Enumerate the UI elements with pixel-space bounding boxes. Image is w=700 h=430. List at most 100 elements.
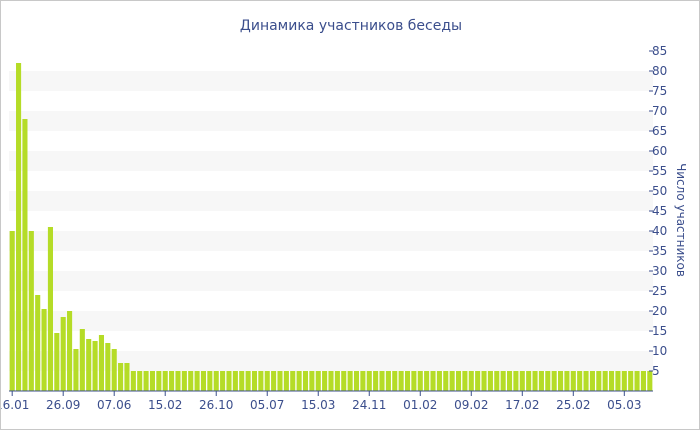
bar (264, 371, 270, 391)
bar (455, 371, 462, 391)
y-tick-label: 30 (652, 264, 667, 278)
x-tick-label: 16.01 (1, 398, 29, 412)
bar (296, 371, 302, 391)
x-tick-label: 25.02 (556, 398, 590, 412)
bar (251, 371, 258, 391)
grid-band (9, 111, 653, 131)
y-tick-label: 75 (652, 84, 667, 98)
bar (417, 371, 423, 391)
bar (430, 371, 436, 391)
x-ticks: 16.01 26.09 07.06 15.02 26.10 05.07 15.03 24.11… (1, 391, 641, 412)
bar (232, 371, 238, 391)
bar (302, 371, 309, 391)
x-tick-label: 15.03 (301, 398, 335, 412)
bar (143, 371, 149, 391)
bar (564, 371, 570, 391)
x-tick-label: 01.02 (403, 398, 437, 412)
y-tick-label: 35 (652, 244, 667, 258)
bar (570, 371, 576, 391)
bar (334, 371, 340, 391)
y-tick-label: 85 (652, 44, 667, 58)
bar (634, 371, 640, 391)
grid-bands (9, 71, 653, 371)
bar (277, 371, 283, 391)
bar (347, 371, 353, 391)
bar (404, 371, 411, 391)
y-axis-label: Число участников (674, 163, 688, 277)
y-tick-label: 60 (652, 144, 667, 158)
x-tick-label: 05.03 (607, 398, 641, 412)
bar (577, 371, 583, 391)
bar (239, 371, 245, 391)
bar (137, 371, 143, 391)
grid-band (9, 231, 653, 251)
bar (169, 371, 175, 391)
bar (538, 371, 544, 391)
bar (54, 333, 60, 391)
bar (494, 371, 500, 391)
bar (468, 371, 474, 391)
bar (647, 371, 653, 391)
grid-band (9, 191, 653, 211)
bar (628, 371, 634, 391)
y-tick-label: 45 (652, 204, 667, 218)
bar (436, 371, 442, 391)
bar (22, 119, 28, 391)
bar (149, 371, 156, 391)
bar (551, 371, 557, 391)
y-tick-label: 80 (652, 64, 667, 78)
bar (526, 371, 532, 391)
bar (392, 371, 398, 391)
bar (513, 371, 519, 391)
bar (67, 311, 73, 391)
bar (602, 371, 608, 391)
bar (500, 371, 506, 391)
bar (328, 371, 334, 391)
y-tick-label: 70 (652, 104, 667, 118)
bar (373, 371, 379, 391)
x-tick-label: 17.02 (505, 398, 539, 412)
bar (341, 371, 347, 391)
x-tick-label: 05.07 (250, 398, 284, 412)
bar (315, 371, 321, 391)
bar (366, 371, 372, 391)
grid-band (9, 271, 653, 291)
bar (609, 371, 615, 391)
bar (111, 349, 117, 391)
bar (353, 371, 360, 391)
bar (194, 371, 200, 391)
bar (557, 371, 564, 391)
bar (532, 371, 538, 391)
bar (105, 343, 111, 391)
bar (118, 363, 124, 391)
bar (79, 329, 85, 391)
bars (9, 63, 653, 391)
y-tick-label: 20 (652, 304, 667, 318)
bar (385, 371, 391, 391)
bar (411, 371, 417, 391)
bar (92, 341, 98, 391)
bar (322, 371, 328, 391)
bar (16, 63, 22, 391)
x-tick-label: 15.02 (148, 398, 182, 412)
bar (640, 371, 646, 391)
bar (130, 371, 136, 391)
bar (9, 231, 15, 391)
y-tick-label: 5 (652, 364, 660, 378)
bar (519, 371, 525, 391)
bar (200, 371, 207, 391)
bar (589, 371, 595, 391)
bar (98, 335, 105, 391)
bar (188, 371, 194, 391)
bar (35, 295, 41, 391)
y-tick-label: 55 (652, 164, 667, 178)
bar (207, 371, 213, 391)
y-ticks: 5 10 15 20 25 30 35 40 45 50 55 60 65 70 75 80 85 (649, 44, 667, 378)
bar (60, 317, 66, 391)
bar (290, 371, 296, 391)
bar (213, 371, 219, 391)
y-tick-label: 50 (652, 184, 667, 198)
bar (615, 371, 621, 391)
x-tick-label: 09.02 (454, 398, 488, 412)
